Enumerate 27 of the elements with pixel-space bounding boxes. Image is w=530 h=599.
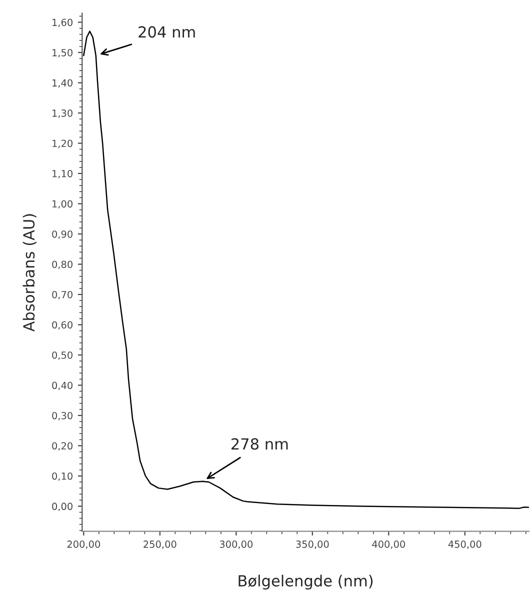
y-tick-label: 0,10	[52, 472, 72, 481]
x-tick-label: 250,00	[144, 540, 176, 549]
x-tick-label: 450,00	[448, 540, 482, 549]
y-tick-label: 0,90	[52, 230, 72, 239]
x-tick-label: 350,00	[296, 540, 329, 549]
y-axis-title: Absorbans (AU)	[22, 214, 36, 332]
y-tick-label: 0,60	[52, 321, 72, 330]
annotation: 204 nm	[138, 26, 195, 38]
y-tick-label: 1,00	[52, 200, 72, 209]
y-tick-label: 0,20	[52, 442, 72, 451]
y-tick-label: 1,50	[52, 48, 72, 58]
y-tick-label: 1,60	[52, 18, 72, 28]
y-tick-label: 0,70	[52, 290, 72, 300]
y-tick-label: 1,30	[52, 109, 72, 118]
y-tick-label: 1,10	[52, 170, 72, 178]
y-tick-label: 0,80	[52, 260, 72, 270]
x-tick-label: 300,00	[220, 540, 253, 549]
x-axis-title: Bølgelengde (nm)	[238, 574, 373, 590]
y-tick-label: 0,50	[52, 351, 72, 360]
x-tick-label: 400,00	[372, 540, 406, 549]
y-tick-label: 1,20	[52, 140, 72, 148]
y-tick-label: 0,40	[52, 382, 72, 390]
annotation: 278 nm	[232, 438, 288, 450]
y-tick-label: 0,00	[52, 502, 72, 512]
y-tick-label: 0,30	[52, 412, 72, 420]
y-tick-label: 1,40	[52, 79, 72, 88]
x-tick-label: 200,00	[67, 540, 100, 549]
